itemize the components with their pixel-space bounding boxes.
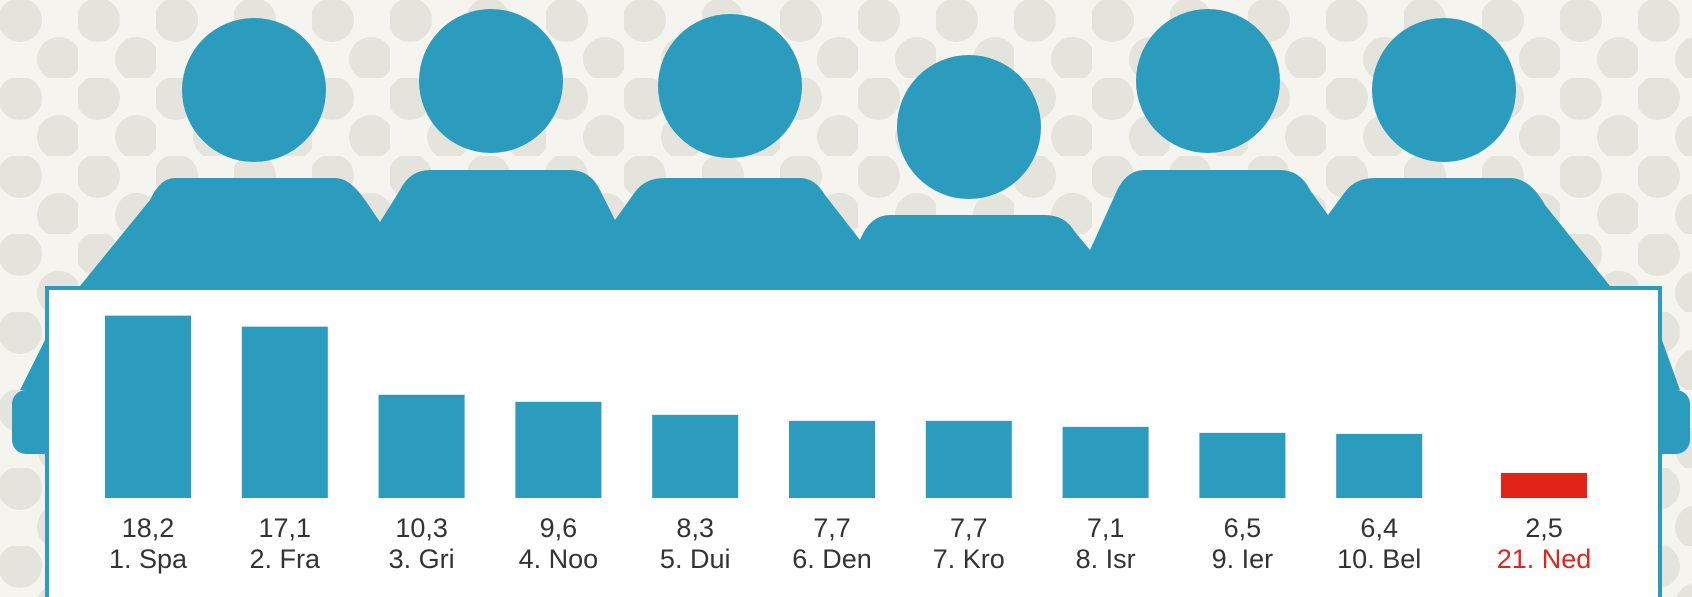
bar <box>515 401 602 498</box>
value-label: 17,1 <box>259 513 312 543</box>
value-label: 6,5 <box>1224 513 1262 543</box>
category-label: 9. Ier <box>1212 544 1274 574</box>
value-label: 2,5 <box>1525 513 1563 543</box>
category-label: 2. Fra <box>250 544 322 574</box>
category-label: 6. Den <box>792 544 872 574</box>
value-label: 7,7 <box>950 513 988 543</box>
bar <box>1199 432 1286 498</box>
category-label: 1. Spa <box>109 544 188 574</box>
category-label: 3. Gri <box>389 544 455 574</box>
bar <box>1501 472 1587 498</box>
category-label: 21. Ned <box>1497 544 1592 574</box>
value-label: 7,7 <box>813 513 851 543</box>
value-label: 9,6 <box>540 513 578 543</box>
bar <box>925 420 1012 498</box>
category-label: 8. Isr <box>1076 544 1136 574</box>
value-label: 10,3 <box>395 513 448 543</box>
bar <box>652 414 739 498</box>
category-label: 5. Dui <box>660 544 731 574</box>
value-label: 18,2 <box>122 513 175 543</box>
bar <box>105 315 191 498</box>
category-label: 7. Kro <box>933 544 1005 574</box>
bar <box>1336 433 1423 498</box>
value-label: 7,1 <box>1087 513 1125 543</box>
bar <box>1062 426 1149 498</box>
category-label: 10. Bel <box>1337 544 1421 574</box>
bar <box>378 394 465 498</box>
people <box>12 9 1690 454</box>
value-label: 6,4 <box>1360 513 1398 543</box>
value-label: 8,3 <box>676 513 714 543</box>
bar <box>241 326 328 498</box>
category-label: 4. Noo <box>519 544 599 574</box>
bar <box>789 420 875 498</box>
